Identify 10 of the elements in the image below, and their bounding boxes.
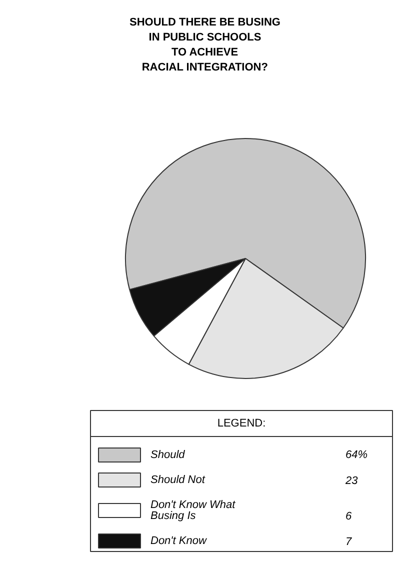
data-label: 7 <box>346 536 352 548</box>
legend-label: Should <box>150 449 186 461</box>
chart-title: SHOULD THERE BE BUSING IN PUBLIC SCHOOLS TO ACHIEVE RACIAL INTEGRATION? <box>130 16 280 74</box>
legend-label: Don't Know <box>150 535 208 547</box>
data-label: 64% <box>346 449 368 461</box>
legend-label: Don't Know What Busing Is <box>150 499 236 522</box>
data-label: 23 <box>344 475 359 487</box>
data-label: 6 <box>346 510 352 522</box>
legend-title: LEGEND: <box>217 418 266 430</box>
legend-label: Should Not <box>150 474 206 486</box>
